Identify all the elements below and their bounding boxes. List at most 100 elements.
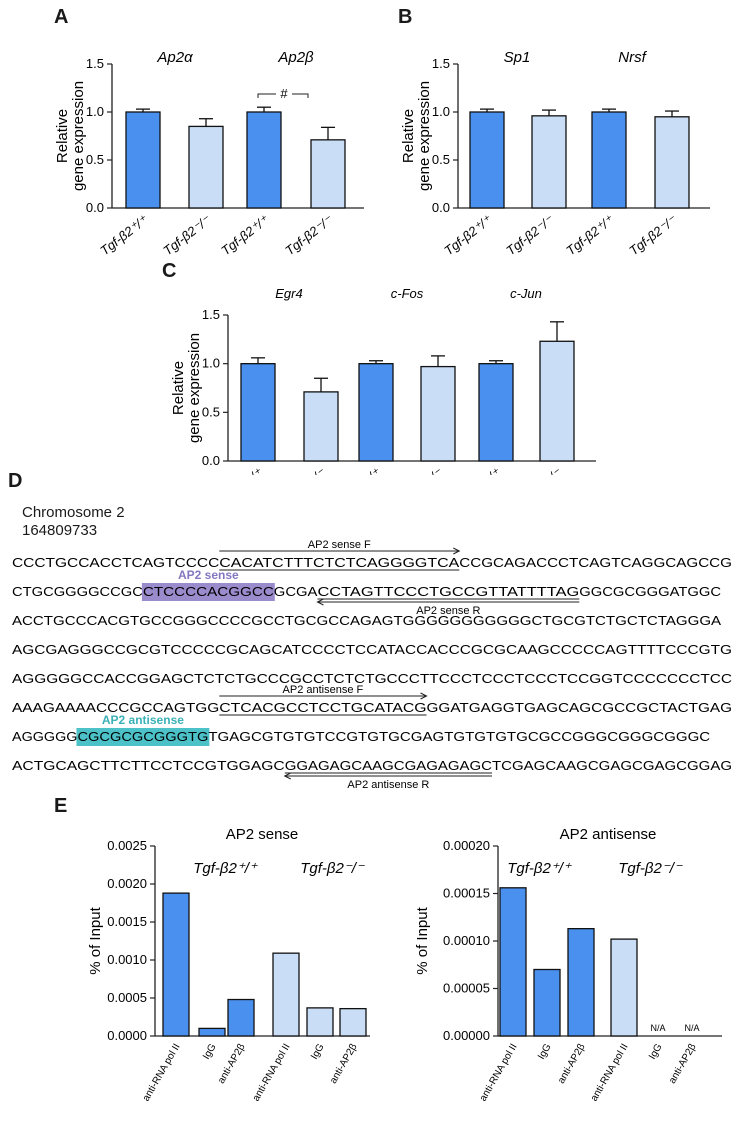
x-tick-label: Tgf-β2⁻/⁻ (503, 212, 557, 258)
y-tick-label: 0.0 (432, 200, 450, 215)
chromosome-header: Chromosome 2 164809733 (22, 504, 125, 540)
y-axis-label-line: gene expression (416, 81, 433, 191)
bar (246, 111, 282, 209)
x-tick-label: anti-RNA pol II (478, 1042, 520, 1103)
bar (310, 139, 346, 209)
chart-title: AP2 antisense (560, 826, 657, 843)
ap2-sense-site-label: AP2 sense (178, 568, 239, 582)
y-tick-label: 1.5 (432, 56, 450, 71)
x-tick-label: Tgf-β2⁺/⁺ (97, 212, 151, 258)
bar (533, 968, 561, 1037)
primer-arrowhead (453, 547, 461, 555)
sequence-segment: CACATCTTTCTCTCAGGGGTCA (219, 555, 459, 570)
sequence-segment: ACTGCAGCTTCTTCCTCCGTGGAGC (12, 758, 285, 773)
y-tick-label: 0.0015 (107, 914, 147, 929)
y-tick-label: 0.0000 (107, 1028, 147, 1043)
y-tick-label: 1.0 (202, 356, 220, 371)
na-label: N/A (684, 1023, 699, 1033)
significance-bracket-left (257, 93, 276, 98)
x-tick-label: IgG (536, 1042, 554, 1062)
bar (420, 365, 456, 462)
panel-letter-e: E (54, 795, 68, 817)
chromosome-label: Chromosome 2 (22, 504, 125, 521)
genotype-header-ko: Tgf-β2⁻/⁻ (618, 860, 683, 877)
primer-arrowhead (420, 692, 428, 700)
y-axis-label-line: % of Input (87, 906, 104, 974)
bar (240, 363, 276, 462)
y-tick-label: 1.5 (202, 307, 220, 322)
bar (125, 111, 161, 209)
x-tick-label: IgG (201, 1042, 219, 1062)
y-axis-label: Relative gene expression (170, 333, 203, 443)
sequence-segment: CTGCGGGGCCGC (12, 584, 143, 599)
sequence-segment: CCCTGCCACCTCAGTCCCC (12, 555, 219, 570)
sequence-segment: TCGAGCAAGCGAGCGAGCGGAG (492, 758, 732, 773)
gene-label-egr4: Egr4 (275, 286, 302, 301)
gene-label-nrsf: Nrsf (618, 49, 647, 66)
panel-letter-a: A (54, 6, 69, 28)
x-tick-label: anti-RNA pol II (589, 1042, 631, 1103)
sequence-segment: GCGA (274, 584, 318, 599)
x-tick-label: Tgf-β2⁺/⁺ (441, 212, 495, 258)
y-axis-label-line: % of Input (414, 906, 431, 974)
bar (531, 115, 567, 209)
gene-label-cjun: c-Jun (510, 286, 542, 301)
y-tick-label: 1.0 (432, 104, 450, 119)
y-tick-label: 1.5 (86, 56, 104, 71)
sequence-segment: AGGGGGCCACCGGAGCTCTCTGCCCGCCTCTCTGCCCTTC… (12, 671, 732, 686)
y-tick-label: 0.0025 (107, 838, 147, 853)
sequence-segment: GGCGCGGGATGGC (579, 584, 721, 599)
x-tick-label: Tgf-β2⁺/⁺ (563, 212, 617, 258)
panel-letter-b: B (398, 6, 413, 28)
x-tick-label: anti-AP2β (556, 1042, 588, 1086)
primer-label-antisense-f: AP2 antisense F (283, 684, 364, 696)
y-tick-label: 0.0 (202, 453, 220, 468)
ap2-antisense-site-highlight (76, 728, 210, 746)
y-axis-label: Relative gene expression (54, 81, 87, 191)
x-tick-label: Tgf-β2⁻/⁻ (511, 465, 565, 475)
gene-label-cfos: c-Fos (391, 286, 424, 301)
bar (339, 1007, 367, 1037)
x-tick-label: Tgf-β2⁻/⁻ (626, 212, 680, 258)
bar (306, 1007, 334, 1037)
y-tick-label: 0.00005 (443, 981, 490, 996)
bar (188, 125, 224, 209)
y-tick-label: 0.5 (86, 152, 104, 167)
y-tick-label: 0.5 (202, 404, 220, 419)
y-axis-label: % of Input (414, 906, 431, 974)
y-axis-label-line: Relative (170, 361, 187, 415)
y-tick-label: 0.00010 (443, 933, 490, 948)
chart-e-sense: AP2 sense Tgf-β2⁺/⁺ Tgf-β2⁻/⁻ 0.0000 0.0005 0… (87, 826, 370, 1103)
sequence-segment: ACCTGCCCACGTGCCGGGCCCCGCCTGCGCCAGAGTGGGG… (12, 613, 721, 628)
sequence-segment: CCGCAGACCCTCAGTCAGGCAGCCG (459, 555, 732, 570)
significance-marker: # (280, 86, 288, 101)
sequence-segment: GGATGAGGTGAGCAGCGCCGCTACTGAG (427, 700, 732, 715)
y-tick-label: 0.0 (86, 200, 104, 215)
ap2-antisense-site-label: AP2 antisense (102, 713, 184, 727)
bar (227, 998, 255, 1037)
na-label: N/A (650, 1023, 665, 1033)
bar (539, 340, 575, 462)
y-tick-label: 0.00020 (443, 838, 490, 853)
x-tick-label: anti-AP2β (667, 1042, 699, 1086)
sequence-segment: CGCGCGCGGGTG (77, 729, 208, 744)
sequence-segment: TGAGCGTGTGTCCGTGTGCGAGTGTGTGTGCGCCGGGCGG… (208, 729, 710, 744)
x-tick-label: IgG (309, 1042, 327, 1062)
x-tick-label: anti-AP2β (328, 1042, 360, 1086)
primer-label-sense-r: AP2 sense R (416, 605, 480, 617)
sequence-segment: CCTAGTTCCCTGCCGTTATTTTAG (317, 584, 579, 599)
bar (469, 111, 505, 209)
sequence-segment: AGGGGG (12, 729, 77, 744)
gene-label-ap2a: Ap2α (156, 49, 193, 66)
bar (358, 363, 394, 462)
x-tick-label: Tgf-β2⁺/⁺ (450, 465, 504, 475)
y-axis-label-line: gene expression (186, 333, 203, 443)
ap2-sense-site-highlight (141, 583, 275, 601)
sequence-panel: CCCTGCCACCTCAGTCCCC CACATCTTTCTCTCAGGGGTC… (12, 540, 732, 790)
chart-title: AP2 sense (226, 826, 299, 843)
bar (198, 1027, 226, 1037)
y-axis-label: Relative gene expression (400, 81, 433, 191)
panel-letter-d: D (8, 470, 23, 492)
